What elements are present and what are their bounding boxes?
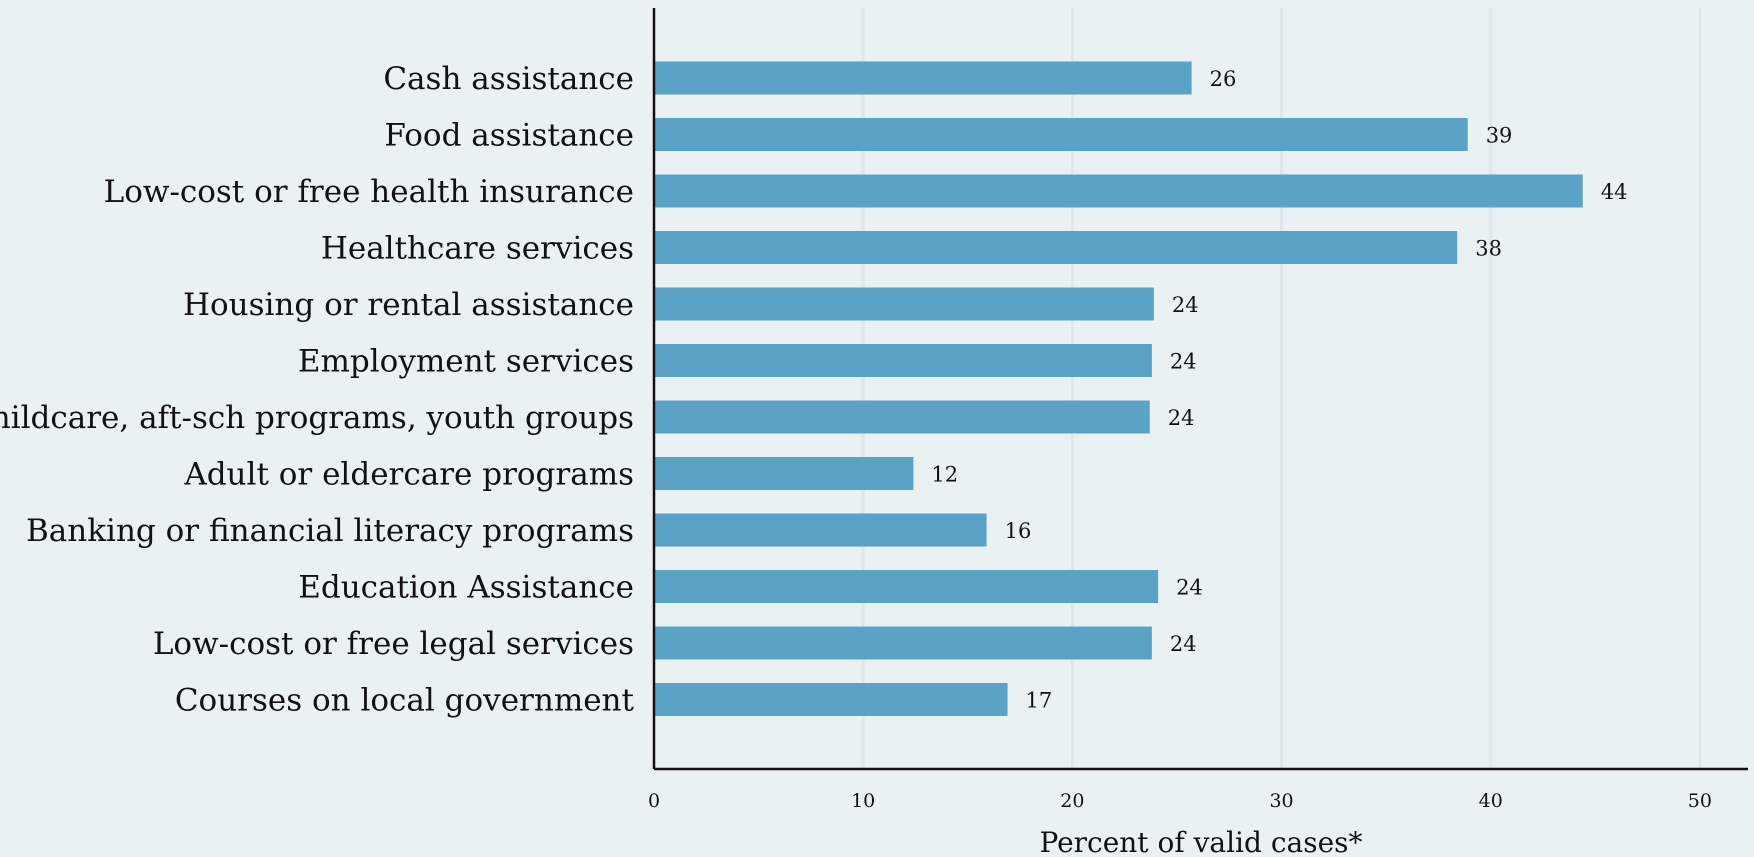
x-axis-title: Percent of valid cases* <box>1039 826 1362 857</box>
x-tick-label: 0 <box>648 790 660 812</box>
x-tick-label: 50 <box>1688 790 1712 812</box>
category-labels: Cash assistance Food assistance Low-cost o… <box>0 61 635 719</box>
data-label: 12 <box>931 463 958 487</box>
category-label: Low-cost or free health insurance <box>104 174 634 210</box>
x-tick-label: 20 <box>1060 790 1084 812</box>
bar <box>654 683 1008 716</box>
data-label: 26 <box>1210 67 1237 91</box>
bar <box>654 118 1468 151</box>
value-labels: 26 39 44 38 24 24 24 12 16 24 24 17 <box>931 67 1627 713</box>
category-label: Childcare, aft-sch programs, youth group… <box>0 400 634 436</box>
bar <box>654 174 1583 208</box>
category-label: Healthcare services <box>321 231 634 267</box>
category-label: Cash assistance <box>383 61 634 97</box>
category-label: Adult or eldercare programs <box>183 457 634 493</box>
category-label: Low-cost or free legal services <box>153 626 634 662</box>
data-label: 24 <box>1176 576 1203 600</box>
data-label: 38 <box>1475 237 1502 261</box>
bar <box>654 231 1458 264</box>
data-label: 24 <box>1172 293 1199 317</box>
bar <box>654 287 1154 321</box>
category-label: Employment services <box>298 344 634 380</box>
category-label: Courses on local government <box>175 683 635 719</box>
data-label: 24 <box>1170 350 1197 374</box>
x-tick-label: 10 <box>851 790 875 812</box>
data-label: 39 <box>1486 124 1513 148</box>
x-tick-label: 30 <box>1269 790 1293 812</box>
bar <box>654 457 914 490</box>
data-label: 24 <box>1170 632 1197 656</box>
axes <box>652 8 1748 771</box>
category-label: Banking or financial literacy programs <box>26 513 634 549</box>
x-tick-label: 40 <box>1479 790 1503 812</box>
x-tick-labels: 0 10 20 30 40 50 <box>648 790 1712 812</box>
bar <box>654 513 987 547</box>
data-label: 17 <box>1026 689 1053 713</box>
bar <box>654 400 1150 434</box>
bar <box>654 570 1159 603</box>
category-label: Education Assistance <box>298 570 634 606</box>
category-label: Food assistance <box>384 118 634 154</box>
bar <box>654 626 1152 660</box>
data-label: 16 <box>1005 519 1032 543</box>
bar <box>654 344 1152 377</box>
bar <box>654 61 1192 95</box>
bars <box>654 61 1583 716</box>
data-label: 44 <box>1601 180 1628 204</box>
category-label: Housing or rental assistance <box>183 287 634 323</box>
data-label: 24 <box>1168 406 1195 430</box>
